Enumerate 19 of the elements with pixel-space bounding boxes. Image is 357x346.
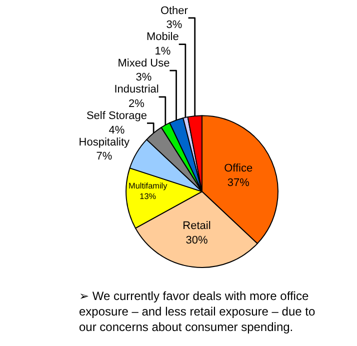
slice-label: Hospitality (78, 136, 130, 148)
data-label: 4% (108, 124, 125, 136)
data-label: 13% (140, 192, 156, 202)
slice-label: Self Storage (86, 110, 148, 122)
data-label: 7% (96, 150, 112, 163)
slice-label: Multifamily (128, 181, 168, 190)
data-label: 3% (136, 72, 152, 84)
slice-label: Office (224, 162, 253, 175)
data-label: 2% (128, 98, 145, 110)
slice-label: Retail (182, 220, 211, 232)
slice-label: Mobile (146, 31, 179, 44)
slice-label: Industrial (114, 84, 159, 96)
data-label: 37% (227, 176, 250, 189)
slice-label: Mixed Use (118, 57, 170, 70)
data-label: 30% (186, 234, 208, 246)
data-label: 3% (166, 19, 182, 32)
slice-label: Other (160, 4, 188, 17)
data-label: 1% (154, 45, 171, 58)
text: ➢ We currently favor deals with more office exposure – and less retail exposure – due to our concerns about consumer spending. (79, 289, 316, 334)
